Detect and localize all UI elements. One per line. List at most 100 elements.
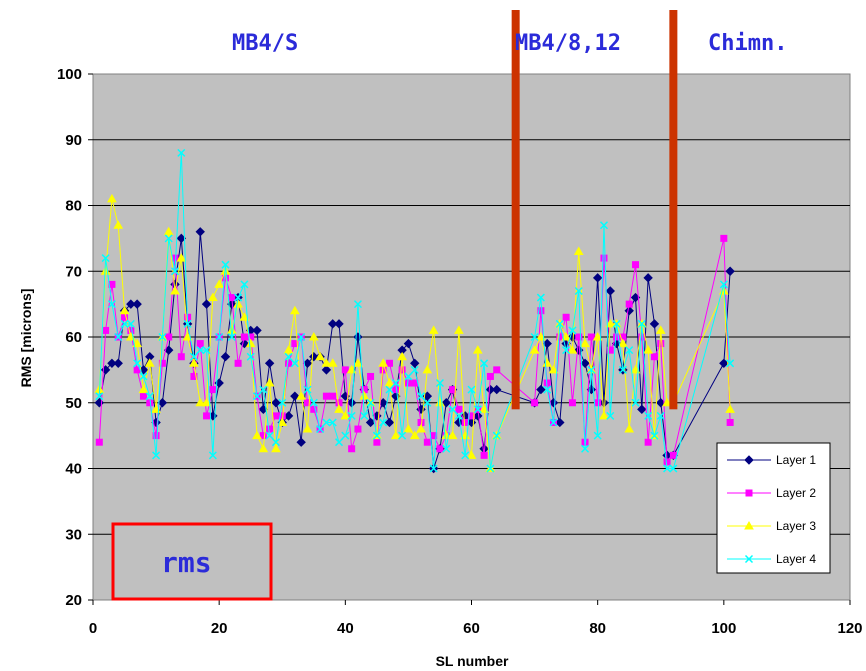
data-point-layer-2 [726, 418, 734, 426]
data-point-layer-3 [397, 351, 407, 361]
data-point-layer-3 [384, 378, 395, 387]
data-point-layer-3 [207, 292, 218, 302]
data-point-layer-2 [663, 458, 671, 466]
data-point-layer-4 [593, 431, 602, 440]
data-point-layer-2 [228, 294, 236, 302]
region-label-mb4-8-12: MB4/8,12 [515, 31, 621, 56]
data-point-layer-4 [353, 300, 362, 309]
data-point-layer-4 [316, 425, 325, 434]
data-point-layer-4 [208, 451, 217, 460]
x-tick-label-20: 20 [211, 620, 228, 637]
data-point-layer-3 [605, 318, 616, 328]
data-point-layer-4 [637, 319, 646, 328]
data-point-layer-2 [537, 307, 545, 315]
data-point-layer-2 [392, 386, 400, 394]
y-tick-label-40: 40 [65, 461, 82, 478]
data-point-layer-3 [378, 358, 389, 367]
x-axis-title: SL number [436, 653, 509, 669]
data-point-layer-2 [486, 372, 494, 380]
data-point-layer-4 [543, 385, 552, 394]
data-point-layer-1 [365, 417, 376, 428]
data-point-layer-4 [391, 378, 400, 388]
legend-label-layer-3: Layer 3 [776, 519, 816, 533]
y-tick-label-90: 90 [65, 132, 82, 149]
data-point-layer-1 [592, 273, 603, 283]
data-point-layer-2 [303, 399, 311, 407]
data-point-layer-4 [246, 352, 255, 361]
data-point-layer-4 [215, 332, 224, 342]
data-point-layer-2 [139, 392, 147, 400]
data-point-layer-4 [334, 438, 344, 447]
data-point-layer-3 [548, 364, 559, 374]
data-point-layer-2 [650, 353, 658, 361]
data-point-layer-1 [637, 404, 647, 415]
data-point-layer-4 [164, 234, 173, 243]
data-point-layer-2 [329, 392, 337, 400]
data-point-layer-3 [662, 397, 672, 407]
data-point-layer-2 [436, 445, 444, 453]
data-point-layer-2 [95, 438, 103, 446]
data-point-layer-4 [625, 346, 634, 355]
data-point-layer-3 [264, 378, 275, 387]
data-point-layer-4 [612, 319, 621, 328]
data-point-layer-1 [283, 411, 294, 421]
data-point-layer-4 [581, 444, 590, 453]
axis-ticks: 20 30 40 50 60 70 80 90 100 0 20 40 60 80 100 120 [57, 66, 863, 637]
data-point-layer-3 [561, 331, 571, 341]
data-point-layer-3 [573, 246, 584, 256]
data-point-layer-4 [145, 392, 154, 401]
data-point-layer-1 [485, 384, 496, 395]
data-point-layer-4 [139, 372, 148, 381]
data-point-layer-3 [630, 364, 641, 374]
data-point-layer-2 [657, 340, 665, 348]
data-point-layer-4 [435, 378, 444, 388]
data-point-layer-1 [302, 358, 313, 369]
data-point-layer-3 [536, 331, 546, 341]
legend: Layer 1 Layer 2 Layer 3 Layer 4 [716, 442, 831, 574]
region-label-chimney: Chimn. [708, 31, 787, 56]
data-point-layer-4 [189, 352, 198, 361]
data-point-layer-4 [126, 319, 135, 328]
data-point-layer-1 [403, 338, 414, 349]
data-point-layer-3 [132, 338, 143, 348]
data-point-layer-3 [315, 351, 325, 361]
data-point-layer-4 [101, 254, 110, 263]
data-point-layer-1 [605, 286, 615, 296]
data-point-layer-2 [531, 399, 539, 407]
data-point-layer-3 [277, 417, 288, 426]
data-point-layer-1 [220, 352, 231, 362]
data-point-layer-4 [454, 411, 463, 420]
y-tick-label-60: 60 [65, 329, 82, 346]
data-point-layer-3 [163, 226, 174, 236]
data-point-layer-4 [480, 359, 489, 368]
data-point-layer-3 [409, 430, 420, 440]
data-point-layer-3 [245, 338, 256, 348]
data-point-layer-4 [114, 332, 123, 342]
y-tick-label-100: 100 [57, 66, 82, 83]
data-point-layer-4 [177, 148, 186, 157]
data-point-layer-2 [669, 451, 677, 459]
data-point-layer-2 [644, 438, 652, 446]
data-point-layer-1 [473, 411, 483, 421]
data-point-layer-2 [480, 451, 488, 459]
data-point-layer-1 [113, 358, 123, 369]
data-point-layer-3 [624, 424, 635, 433]
data-point-layer-3 [416, 424, 426, 433]
data-point-layer-3 [472, 345, 483, 354]
data-point-layer-4 [278, 398, 287, 407]
data-point-layer-1 [271, 398, 281, 408]
data-point-layer-4 [448, 405, 457, 414]
data-point-layer-1 [309, 352, 319, 362]
data-point-layer-1 [195, 227, 205, 237]
data-point-layer-3 [195, 397, 206, 407]
x-tick-label-100: 100 [711, 620, 736, 637]
data-point-layer-4 [536, 293, 545, 302]
data-point-layer-4 [290, 359, 299, 368]
data-point-layer-2 [606, 346, 614, 354]
data-point-layer-1 [599, 398, 609, 408]
data-point-layer-4 [372, 431, 381, 440]
data-point-layer-2 [259, 432, 267, 440]
data-point-layer-3 [599, 410, 609, 420]
data-point-layer-4 [669, 464, 678, 473]
rms-annotation-box [111, 522, 273, 601]
